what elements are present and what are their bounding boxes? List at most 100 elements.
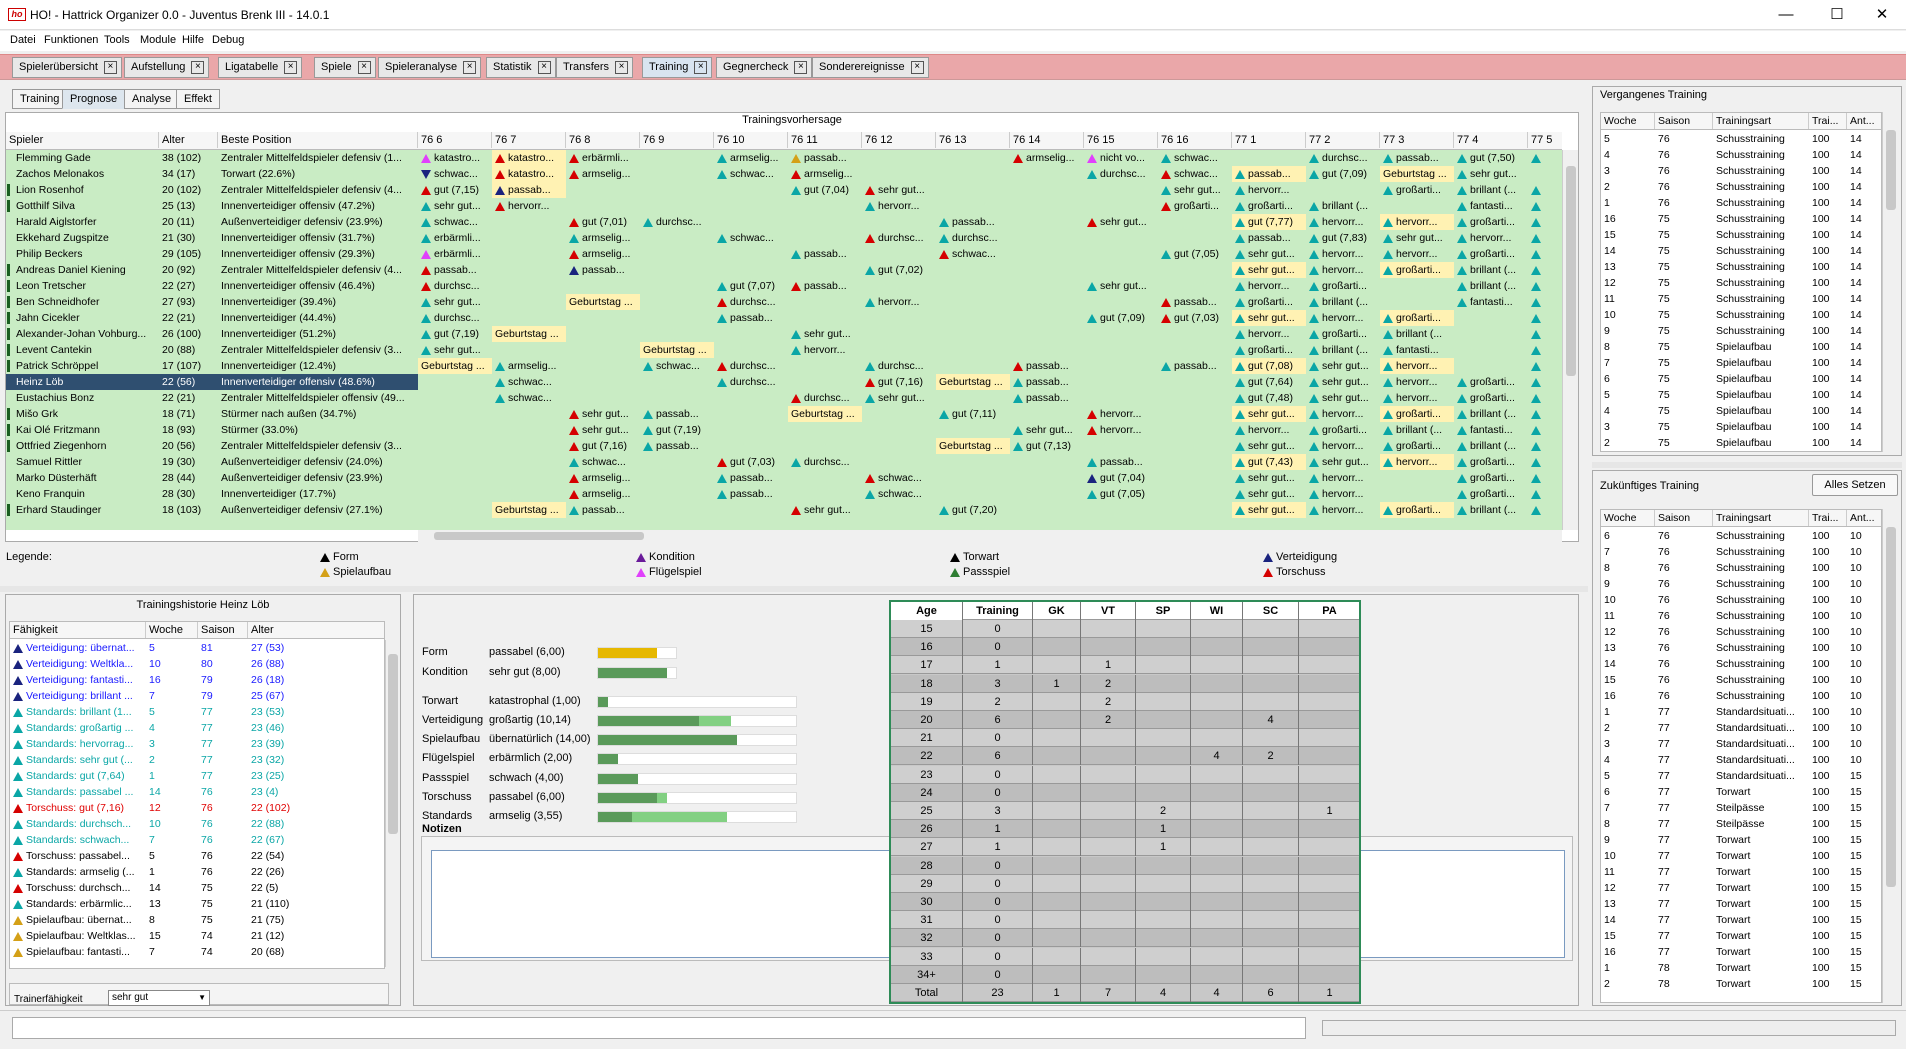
future-training-row[interactable]: 5 77 Standardsituati... 100 15 <box>1601 768 1881 784</box>
history-row[interactable]: Verteidigung: übernat... 5 81 27 (53) <box>10 640 384 656</box>
future-training-row[interactable]: 9 76 Schusstraining 100 10 <box>1601 576 1881 592</box>
close-icon[interactable]: × <box>103 60 117 74</box>
future-training-row[interactable]: 1 77 Standardsituati... 100 10 <box>1601 704 1881 720</box>
tab-ligatabelle[interactable]: Ligatabelle × <box>218 57 303 78</box>
future-training-row[interactable]: 14 77 Torwart 100 15 <box>1601 912 1881 928</box>
close-icon[interactable]: × <box>463 60 477 74</box>
past-training-row[interactable]: 2 75 Spielaufbau 100 14 <box>1601 435 1881 451</box>
past-training-row[interactable]: 3 75 Spielaufbau 100 14 <box>1601 419 1881 435</box>
history-row[interactable]: Spielaufbau: Weltklas... 15 74 21 (12) <box>10 928 384 944</box>
history-row[interactable]: Verteidigung: brillant ... 7 79 25 (67) <box>10 688 384 704</box>
future-training-row[interactable]: 15 77 Torwart 100 15 <box>1601 928 1881 944</box>
column-header[interactable]: Ant... <box>1847 113 1881 129</box>
history-table[interactable]: Fähigkeit Woche Saison Alter Verteidigung: ü… <box>9 621 385 969</box>
column-header[interactable]: Woche <box>1601 113 1655 129</box>
column-header[interactable]: Woche <box>1601 510 1655 526</box>
past-training-row[interactable]: 4 75 Spielaufbau 100 14 <box>1601 403 1881 419</box>
future-training-row[interactable]: 15 76 Schusstraining 100 10 <box>1601 672 1881 688</box>
past-training-row[interactable]: 10 75 Schusstraining 100 14 <box>1601 307 1881 323</box>
menu-debug[interactable]: Debug <box>212 34 245 46</box>
history-row[interactable]: Standards: erbärmlic... 13 75 21 (110) <box>10 896 384 912</box>
history-row[interactable]: Standards: durchsch... 10 76 22 (88) <box>10 816 384 832</box>
tab-training[interactable]: Training × <box>642 57 713 78</box>
past-training-vscrollbar[interactable] <box>1882 112 1898 452</box>
horizontal-splitter[interactable] <box>0 586 1588 592</box>
column-header[interactable]: 76 13 <box>936 132 1010 148</box>
future-training-row[interactable]: 12 77 Torwart 100 15 <box>1601 880 1881 896</box>
future-training-table[interactable]: Woche Saison Trainingsart Trai... Ant... 6 76 S… <box>1600 509 1882 1003</box>
menu-datei[interactable]: Datei <box>10 34 36 46</box>
column-header[interactable]: 77 5 <box>1528 132 1562 148</box>
column-header[interactable]: Spieler <box>6 132 159 148</box>
forecast-row[interactable]: Kai Olé Fritzmann 18 (93) Stürmer (33.0%) s… <box>6 422 1562 438</box>
close-icon[interactable]: × <box>794 60 808 74</box>
forecast-row[interactable]: Lion Rosenhof 20 (102) Zentraler Mittelfel… <box>6 182 1562 198</box>
forecast-vscrollbar[interactable] <box>1562 150 1578 530</box>
future-training-row[interactable]: 16 76 Schusstraining 100 10 <box>1601 688 1881 704</box>
column-header[interactable]: 76 10 <box>714 132 788 148</box>
past-training-row[interactable]: 5 76 Schusstraining 100 14 <box>1601 131 1881 147</box>
subtab-analyse[interactable]: Analyse <box>124 89 180 109</box>
future-training-row[interactable]: 2 77 Standardsituati... 100 10 <box>1601 720 1881 736</box>
history-row[interactable]: Standards: hervorrag... 3 77 23 (39) <box>10 736 384 752</box>
column-header[interactable]: Alter <box>159 132 218 148</box>
future-training-row[interactable]: 3 77 Standardsituati... 100 10 <box>1601 736 1881 752</box>
past-training-row[interactable]: 15 75 Schusstraining 100 14 <box>1601 227 1881 243</box>
tab-spiele[interactable]: Spiele × <box>314 57 376 78</box>
history-row[interactable]: Torschuss: durchsch... 14 75 22 (5) <box>10 880 384 896</box>
past-training-row[interactable]: 1 76 Schusstraining 100 14 <box>1601 195 1881 211</box>
column-header[interactable]: Ant... <box>1847 510 1881 526</box>
forecast-row[interactable]: Ekkehard Zugspitze 21 (30) Innenverteidige… <box>6 230 1562 246</box>
set-all-button[interactable]: Alles Setzen <box>1812 474 1898 496</box>
column-header[interactable]: Alter <box>248 622 384 638</box>
minimize-button[interactable]: — <box>1778 6 1794 23</box>
future-training-row[interactable]: 11 76 Schusstraining 100 10 <box>1601 608 1881 624</box>
past-training-row[interactable]: 2 76 Schusstraining 100 14 <box>1601 179 1881 195</box>
past-training-row[interactable]: 6 75 Spielaufbau 100 14 <box>1601 371 1881 387</box>
subtab-prognose[interactable]: Prognose <box>62 89 126 109</box>
forecast-row[interactable]: Gotthilf Silva 25 (13) Innenverteidiger of… <box>6 198 1562 214</box>
future-training-row[interactable]: 10 77 Torwart 100 15 <box>1601 848 1881 864</box>
column-header[interactable]: 76 9 <box>640 132 714 148</box>
column-header[interactable]: Saison <box>198 622 248 638</box>
history-row[interactable]: Standards: großartig ... 4 77 23 (46) <box>10 720 384 736</box>
forecast-row[interactable]: Leon Tretscher 22 (27) Innenverteidiger of… <box>6 278 1562 294</box>
column-header[interactable]: 76 6 <box>418 132 492 148</box>
future-training-row[interactable]: 11 77 Torwart 100 15 <box>1601 864 1881 880</box>
close-icon[interactable]: × <box>910 60 924 74</box>
tab-spielerübersicht[interactable]: Spielerübersicht × <box>12 57 122 78</box>
past-training-row[interactable]: 5 75 Spielaufbau 100 14 <box>1601 387 1881 403</box>
column-header[interactable]: 77 2 <box>1306 132 1380 148</box>
history-row[interactable]: Verteidigung: fantasti... 16 79 26 (18) <box>10 672 384 688</box>
column-header[interactable]: Fähigkeit <box>10 622 146 638</box>
history-row[interactable]: Standards: sehr gut (... 2 77 23 (32) <box>10 752 384 768</box>
future-training-row[interactable]: 13 77 Torwart 100 15 <box>1601 896 1881 912</box>
future-training-row[interactable]: 7 76 Schusstraining 100 10 <box>1601 544 1881 560</box>
history-row[interactable]: Standards: brillant (1... 5 77 23 (53) <box>10 704 384 720</box>
past-training-table[interactable]: Woche Saison Trainingsart Trai... Ant... 5 76 S… <box>1600 112 1882 452</box>
forecast-row[interactable]: Andreas Daniel Kiening 20 (92) Zentraler M… <box>6 262 1562 278</box>
forecast-row[interactable]: Levent Cantekin 20 (88) Zentraler Mittelfe… <box>6 342 1562 358</box>
close-icon[interactable]: × <box>615 60 629 74</box>
column-header[interactable]: 76 7 <box>492 132 566 148</box>
column-header[interactable]: 77 1 <box>1232 132 1306 148</box>
history-row[interactable]: Torschuss: gut (7,16) 12 76 22 (102) <box>10 800 384 816</box>
forecast-row[interactable]: Alexander-Johan Vohburg... 26 (100) Innenv… <box>6 326 1562 342</box>
subtab-effekt[interactable]: Effekt <box>176 89 220 109</box>
menu-hilfe[interactable]: Hilfe <box>182 34 205 46</box>
close-icon[interactable]: × <box>284 60 298 74</box>
menu-module[interactable]: Module <box>140 34 177 46</box>
close-icon[interactable]: × <box>694 60 708 74</box>
future-training-row[interactable]: 14 76 Schusstraining 100 10 <box>1601 656 1881 672</box>
column-header[interactable]: Beste Position <box>218 132 418 148</box>
column-header[interactable]: 76 14 <box>1010 132 1084 148</box>
forecast-row[interactable]: Harald Aiglstorfer 20 (11) Außenverteidige… <box>6 214 1562 230</box>
forecast-row[interactable]: Philip Beckers 29 (105) Innenverteidiger o… <box>6 246 1562 262</box>
future-training-row[interactable]: 4 77 Standardsituati... 100 10 <box>1601 752 1881 768</box>
history-row[interactable]: Torschuss: passabel... 5 76 22 (54) <box>10 848 384 864</box>
future-training-row[interactable]: 6 77 Torwart 100 15 <box>1601 784 1881 800</box>
history-row[interactable]: Spielaufbau: übernat... 8 75 21 (75) <box>10 912 384 928</box>
future-training-row[interactable]: 7 77 Steilpässe 100 15 <box>1601 800 1881 816</box>
tab-spieleranalyse[interactable]: Spieleranalyse × <box>378 57 482 78</box>
past-training-row[interactable]: 13 75 Schusstraining 100 14 <box>1601 259 1881 275</box>
